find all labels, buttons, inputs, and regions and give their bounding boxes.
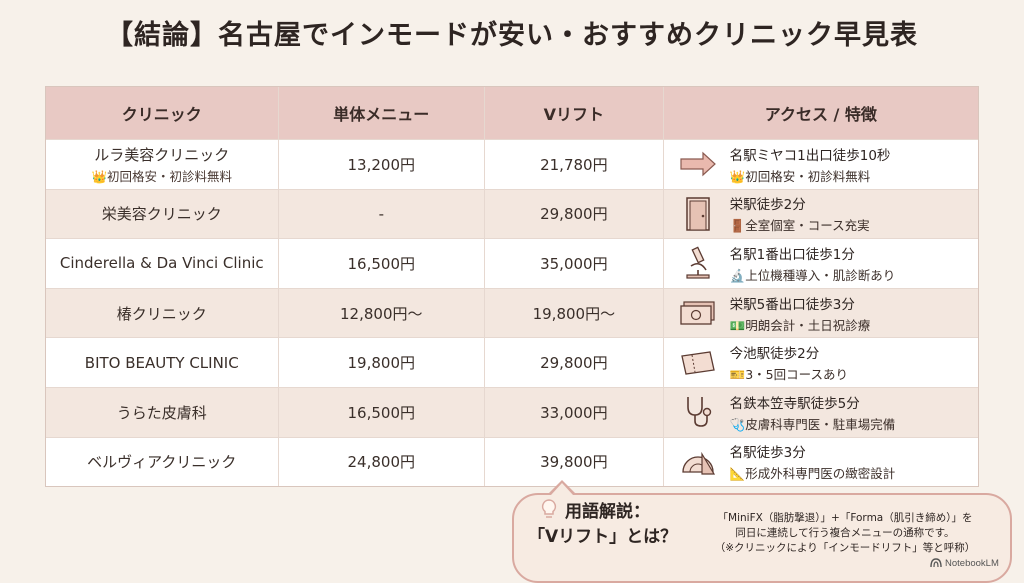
feature-info: 🔬上位機種導入・肌診断あり [729, 267, 896, 283]
access-info: 栄駅5番出口徒歩3分 [729, 296, 855, 313]
table-row: 栄美容クリニック - 29,800円 栄駅徒歩2分 🚪全室個室・コース充実 [46, 188, 978, 239]
callout-title-line1: 用語解説： [565, 502, 650, 522]
vlift-callout [512, 493, 1012, 583]
ticket-icon [678, 346, 718, 380]
access-cell: 栄駅5番出口徒歩3分 💵明朗会計・土日祝診療 [664, 289, 978, 338]
clinic-name: ルラ美容クリニック [94, 145, 230, 164]
access-info: 今池駅徒歩2分 [729, 346, 820, 363]
access-cell: 栄駅徒歩2分 🚪全室個室・コース充実 [664, 190, 978, 239]
notebooklm-label: NotebookLM [945, 557, 999, 569]
vlift-price: 21,780円 [485, 140, 664, 189]
vlift-price: 29,800円 [485, 338, 664, 387]
clinic-sub: 👑初回格安・初診料無料 [91, 168, 233, 184]
feature-info: 💵明朗会計・土日祝診療 [729, 317, 871, 333]
table-row: ルラ美容クリニック 👑初回格安・初診料無料 13,200円 21,780円 名駅… [46, 139, 978, 189]
page-title: 【結論】名古屋でインモードが安い・おすすめクリニック早見表 [106, 19, 918, 51]
single-price: 16,500円 [279, 387, 486, 437]
access-info: 名駅1番出口徒歩1分 [729, 246, 855, 263]
feature-info: 👑初回格安・初診料無料 [729, 168, 871, 184]
callout-body-line: （※クリニックにより「インモードリフト」等と呼称） [714, 542, 976, 554]
single-price: 12,800円〜 [279, 288, 486, 338]
notebooklm-badge: NotebookLM [930, 556, 999, 570]
arrow-icon [678, 147, 718, 181]
vlift-price: 33,000円 [485, 387, 664, 437]
access-info: 名駅徒歩3分 [729, 445, 806, 462]
table-row: 椿クリニック 12,800円〜 19,800円〜 栄駅5番出口徒歩3分 💵明朗会… [46, 287, 978, 338]
feature-info: 📐形成外科専門医の緻密設計 [729, 466, 896, 482]
vlift-price: 29,800円 [485, 189, 664, 239]
lightbulb-icon [540, 498, 558, 524]
vlift-price: 35,000円 [485, 239, 664, 288]
feature-info: 🚪全室個室・コース充実 [729, 218, 870, 234]
header-access: アクセス / 特徴 [764, 105, 877, 124]
access-cell: 名鉄本笠寺駅徒歩5分 🩺皮膚科専門医・駐車場完備 [664, 388, 978, 437]
clinic-comparison-table: クリニック 単体メニュー Vリフト アクセス / 特徴 ルラ美容クリニック 👑初… [45, 86, 979, 488]
clinic-cell: ベルヴィアクリニック [46, 437, 279, 487]
money-icon [678, 296, 718, 330]
single-price: 13,200円 [279, 140, 486, 189]
access-info: 栄駅徒歩2分 [729, 197, 806, 214]
single-price: 24,800円 [279, 437, 486, 487]
clinic-cell: うらた皮膚科 [46, 387, 279, 437]
access-info: 名駅ミヤコ1出口徒歩10秒 [729, 147, 891, 164]
stethoscope-icon [678, 395, 718, 429]
clinic-cell: 椿クリニック [46, 288, 279, 338]
callout-title-line2: 「Vリフト」とは？ [528, 527, 678, 547]
table-row: うらた皮膚科 16,500円 33,000円 名鉄本笠寺駅徒歩5分 🩺皮膚科専門… [46, 386, 978, 437]
table-row: ベルヴィアクリニック 24,800円 39,800円 名駅徒歩3分 📐形成外科専… [46, 436, 978, 487]
clinic-name: BITO BEAUTY CLINIC [84, 353, 239, 372]
clinic-name: 栄美容クリニック [101, 205, 222, 224]
vlift-price: 19,800円〜 [485, 288, 664, 338]
callout-body: 「MiniFX（脂肪撃退）」+「Forma（肌引き締め）」を 同日に連続して行う… [695, 511, 995, 556]
door-icon [678, 197, 718, 231]
clinic-name: うらた皮膚科 [116, 403, 207, 422]
access-cell: 名駅ミヤコ1出口徒歩10秒 👑初回格安・初診料無料 [664, 140, 978, 189]
callout-body-line: 「MiniFX（脂肪撃退）」+「Forma（肌引き締め）」を [717, 512, 973, 524]
clinic-name: ベルヴィアクリニック [87, 453, 237, 472]
clinic-name: 椿クリニック [116, 304, 207, 323]
ruler-icon [678, 445, 718, 479]
header-vlift: Vリフト [485, 87, 664, 139]
notebooklm-logo-icon [930, 558, 942, 568]
single-price: 16,500円 [279, 239, 486, 288]
clinic-name: Cinderella & Da Vinci Clinic [59, 254, 264, 273]
access-cell: 名駅徒歩3分 📐形成外科専門医の緻密設計 [664, 438, 978, 487]
feature-info: 🩺皮膚科専門医・駐車場完備 [729, 416, 896, 432]
clinic-cell: Cinderella & Da Vinci Clinic [46, 239, 279, 288]
access-cell: 名駅1番出口徒歩1分 🔬上位機種導入・肌診断あり [664, 239, 978, 288]
access-cell: 今池駅徒歩2分 🎫3・5回コースあり [664, 338, 978, 387]
clinic-cell: BITO BEAUTY CLINIC [46, 338, 279, 387]
microscope-icon [678, 246, 718, 280]
callout-body-line: 同日に連続して行う複合メニューの通称です。 [735, 527, 955, 539]
clinic-cell: ルラ美容クリニック 👑初回格安・初診料無料 [46, 140, 279, 189]
table-row: BITO BEAUTY CLINIC 19,800円 29,800円 今池駅徒歩… [46, 337, 978, 387]
single-price: - [279, 189, 486, 239]
callout-pointer-inner [551, 483, 573, 495]
single-price: 19,800円 [279, 338, 486, 387]
table-row: Cinderella & Da Vinci Clinic 16,500円 35,… [46, 238, 978, 288]
header-clinic: クリニック [46, 87, 279, 139]
table-header-row: クリニック 単体メニュー Vリフト アクセス / 特徴 [46, 87, 978, 139]
vlift-price: 39,800円 [485, 437, 664, 487]
access-info: 名鉄本笠寺駅徒歩5分 [729, 395, 860, 412]
header-single-menu: 単体メニュー [279, 87, 486, 139]
feature-info: 🎫3・5回コースあり [729, 367, 849, 383]
clinic-cell: 栄美容クリニック [46, 189, 279, 239]
